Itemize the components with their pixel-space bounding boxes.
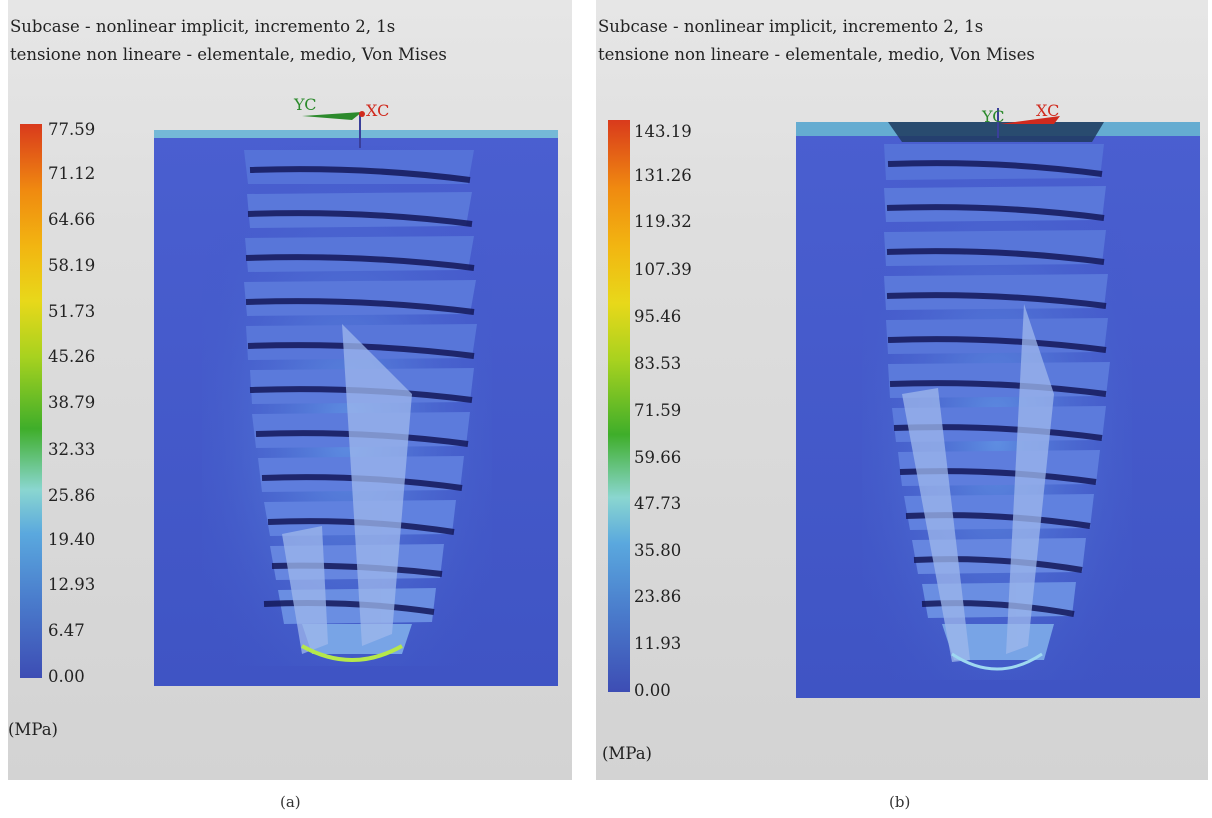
panel-a-title-line1: Subcase - nonlinear implicit, incremento… <box>10 17 396 36</box>
panel-a-color-legend-bar <box>20 124 42 678</box>
panel-a-legend-tick: 45.26 <box>48 347 96 366</box>
panel-b-legend-tick: 11.93 <box>634 634 682 653</box>
panel-b-legend-tick: 47.73 <box>634 494 682 513</box>
panel-a-stress-contour-plot: YC XC <box>154 95 558 686</box>
panel-a-axis-yc-label: YC <box>293 95 317 114</box>
panel-a-axis-yc-arrow <box>302 112 362 120</box>
panel-b-title-line2: tensione non lineare - elementale, medio… <box>598 45 1035 64</box>
panel-b-axis-xc-label: XC <box>1036 101 1059 120</box>
panel-a-legend-tick: 77.59 <box>48 120 96 139</box>
panel-a-legend-tick: 71.12 <box>48 164 96 183</box>
panel-b-legend-tick: 71.59 <box>634 401 682 420</box>
panel-b-axis-xc-arrow <box>1000 116 1060 124</box>
panel-a-legend-tick: 32.33 <box>48 440 96 459</box>
panel-a-legend-tick: 0.00 <box>48 667 85 686</box>
panel-a-apex-hotspot <box>301 644 403 662</box>
panel-b-units-label: (MPa) <box>602 744 652 763</box>
panel-b-legend-tick: 59.66 <box>634 448 682 467</box>
panel-b-legend-tick: 119.32 <box>634 212 692 231</box>
panel-a-legend-tick: 51.73 <box>48 302 96 321</box>
panel-b-legend-tick: 107.39 <box>634 260 692 279</box>
panel-a-legend-tick: 38.79 <box>48 393 96 412</box>
panel-a-axis-xc-label: XC <box>366 101 389 120</box>
panel-a-legend-tick: 25.86 <box>48 486 96 505</box>
panel-b-legend-tick: 143.19 <box>634 122 692 141</box>
caption-b: (b) <box>889 793 911 811</box>
panel-a-top-surface-band <box>154 130 558 138</box>
panel-b-crestal-collar <box>888 122 1104 142</box>
panel-a-cutting-flutes <box>282 324 412 654</box>
panel-b: Subcase - nonlinear implicit, incremento… <box>596 0 1208 780</box>
panel-b-legend-tick: 0.00 <box>634 681 671 700</box>
panel-a-title-line2: tensione non lineare - elementale, medio… <box>10 45 447 64</box>
panel-a-legend-tick: 12.93 <box>48 575 96 594</box>
panel-a-axis-origin <box>359 111 365 117</box>
panel-a-stress-halo <box>202 146 492 666</box>
panel-a-units-label: (MPa) <box>8 720 58 739</box>
panel-b-legend-tick: 83.53 <box>634 354 682 373</box>
panel-a-legend-tick: 6.47 <box>48 621 85 640</box>
panel-b-cutting-flutes <box>902 304 1054 662</box>
panel-b-legend-tick: 95.46 <box>634 307 682 326</box>
panel-b-thread-grooves <box>886 160 1107 617</box>
caption-a: (a) <box>280 793 301 811</box>
panel-b-legend-tick: 131.26 <box>634 166 692 185</box>
panel-a: Subcase - nonlinear implicit, incremento… <box>8 0 572 780</box>
panel-b-legend-tick: 35.80 <box>634 541 682 560</box>
panel-a-legend-tick: 64.66 <box>48 210 96 229</box>
panel-b-legend-tick: 23.86 <box>634 587 682 606</box>
panel-b-stress-contour-plot: YC XC <box>796 101 1200 698</box>
panel-a-legend-tick: 19.40 <box>48 530 96 549</box>
panel-b-title-line1: Subcase - nonlinear implicit, incremento… <box>598 17 984 36</box>
panel-b-axis-yc-label: YC <box>981 107 1005 126</box>
panel-b-apex-region <box>951 652 1043 671</box>
panel-a-legend-tick: 58.19 <box>48 256 96 275</box>
panel-b-color-legend-bar <box>608 120 630 692</box>
